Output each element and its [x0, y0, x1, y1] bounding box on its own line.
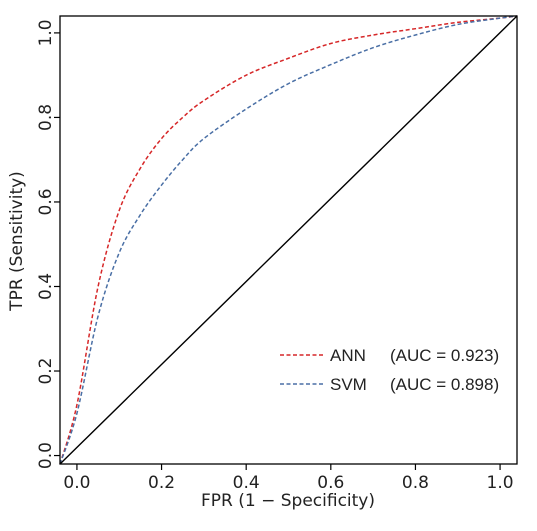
legend-auc-ann: (AUC = 0.923) — [390, 346, 499, 365]
x-tick-label: 0.8 — [402, 473, 429, 493]
series-line-reference — [59, 15, 518, 465]
y-tick-label: 0.2 — [36, 357, 56, 384]
plot-frame — [59, 15, 518, 465]
y-tick-label: 0.8 — [36, 104, 56, 131]
y-tick-label: 0.0 — [36, 442, 56, 469]
legend-label-svm: SVM — [330, 375, 367, 394]
series-line-svm — [59, 15, 518, 465]
axes: 0.0 0.2 0.4 0.6 0.8 1.0 0.0 0.2 0.4 0.6 0.8 1.0 — [36, 15, 518, 493]
x-tick-label: 0.6 — [317, 473, 344, 493]
x-tick-label: 0.4 — [233, 473, 260, 493]
legend-auc-svm: (AUC = 0.898) — [390, 375, 499, 394]
y-tick-label: 1.0 — [36, 19, 56, 46]
series-line-ann — [59, 15, 518, 465]
x-axis-label: FPR (1 − Specificity) — [201, 491, 375, 511]
legend-label-ann: ANN — [330, 346, 366, 365]
legend: ANN (AUC = 0.923) SVM (AUC = 0.898) — [280, 346, 499, 394]
y-tick-label: 0.6 — [36, 188, 56, 215]
y-axis-label: TPR (Sensitivity) — [7, 171, 27, 312]
plot-area — [59, 15, 518, 465]
x-tick-label: 1.0 — [487, 473, 514, 493]
y-tick-label: 0.4 — [36, 273, 56, 300]
x-tick-label: 0.2 — [148, 473, 175, 493]
x-tick-label: 0.0 — [63, 473, 90, 493]
